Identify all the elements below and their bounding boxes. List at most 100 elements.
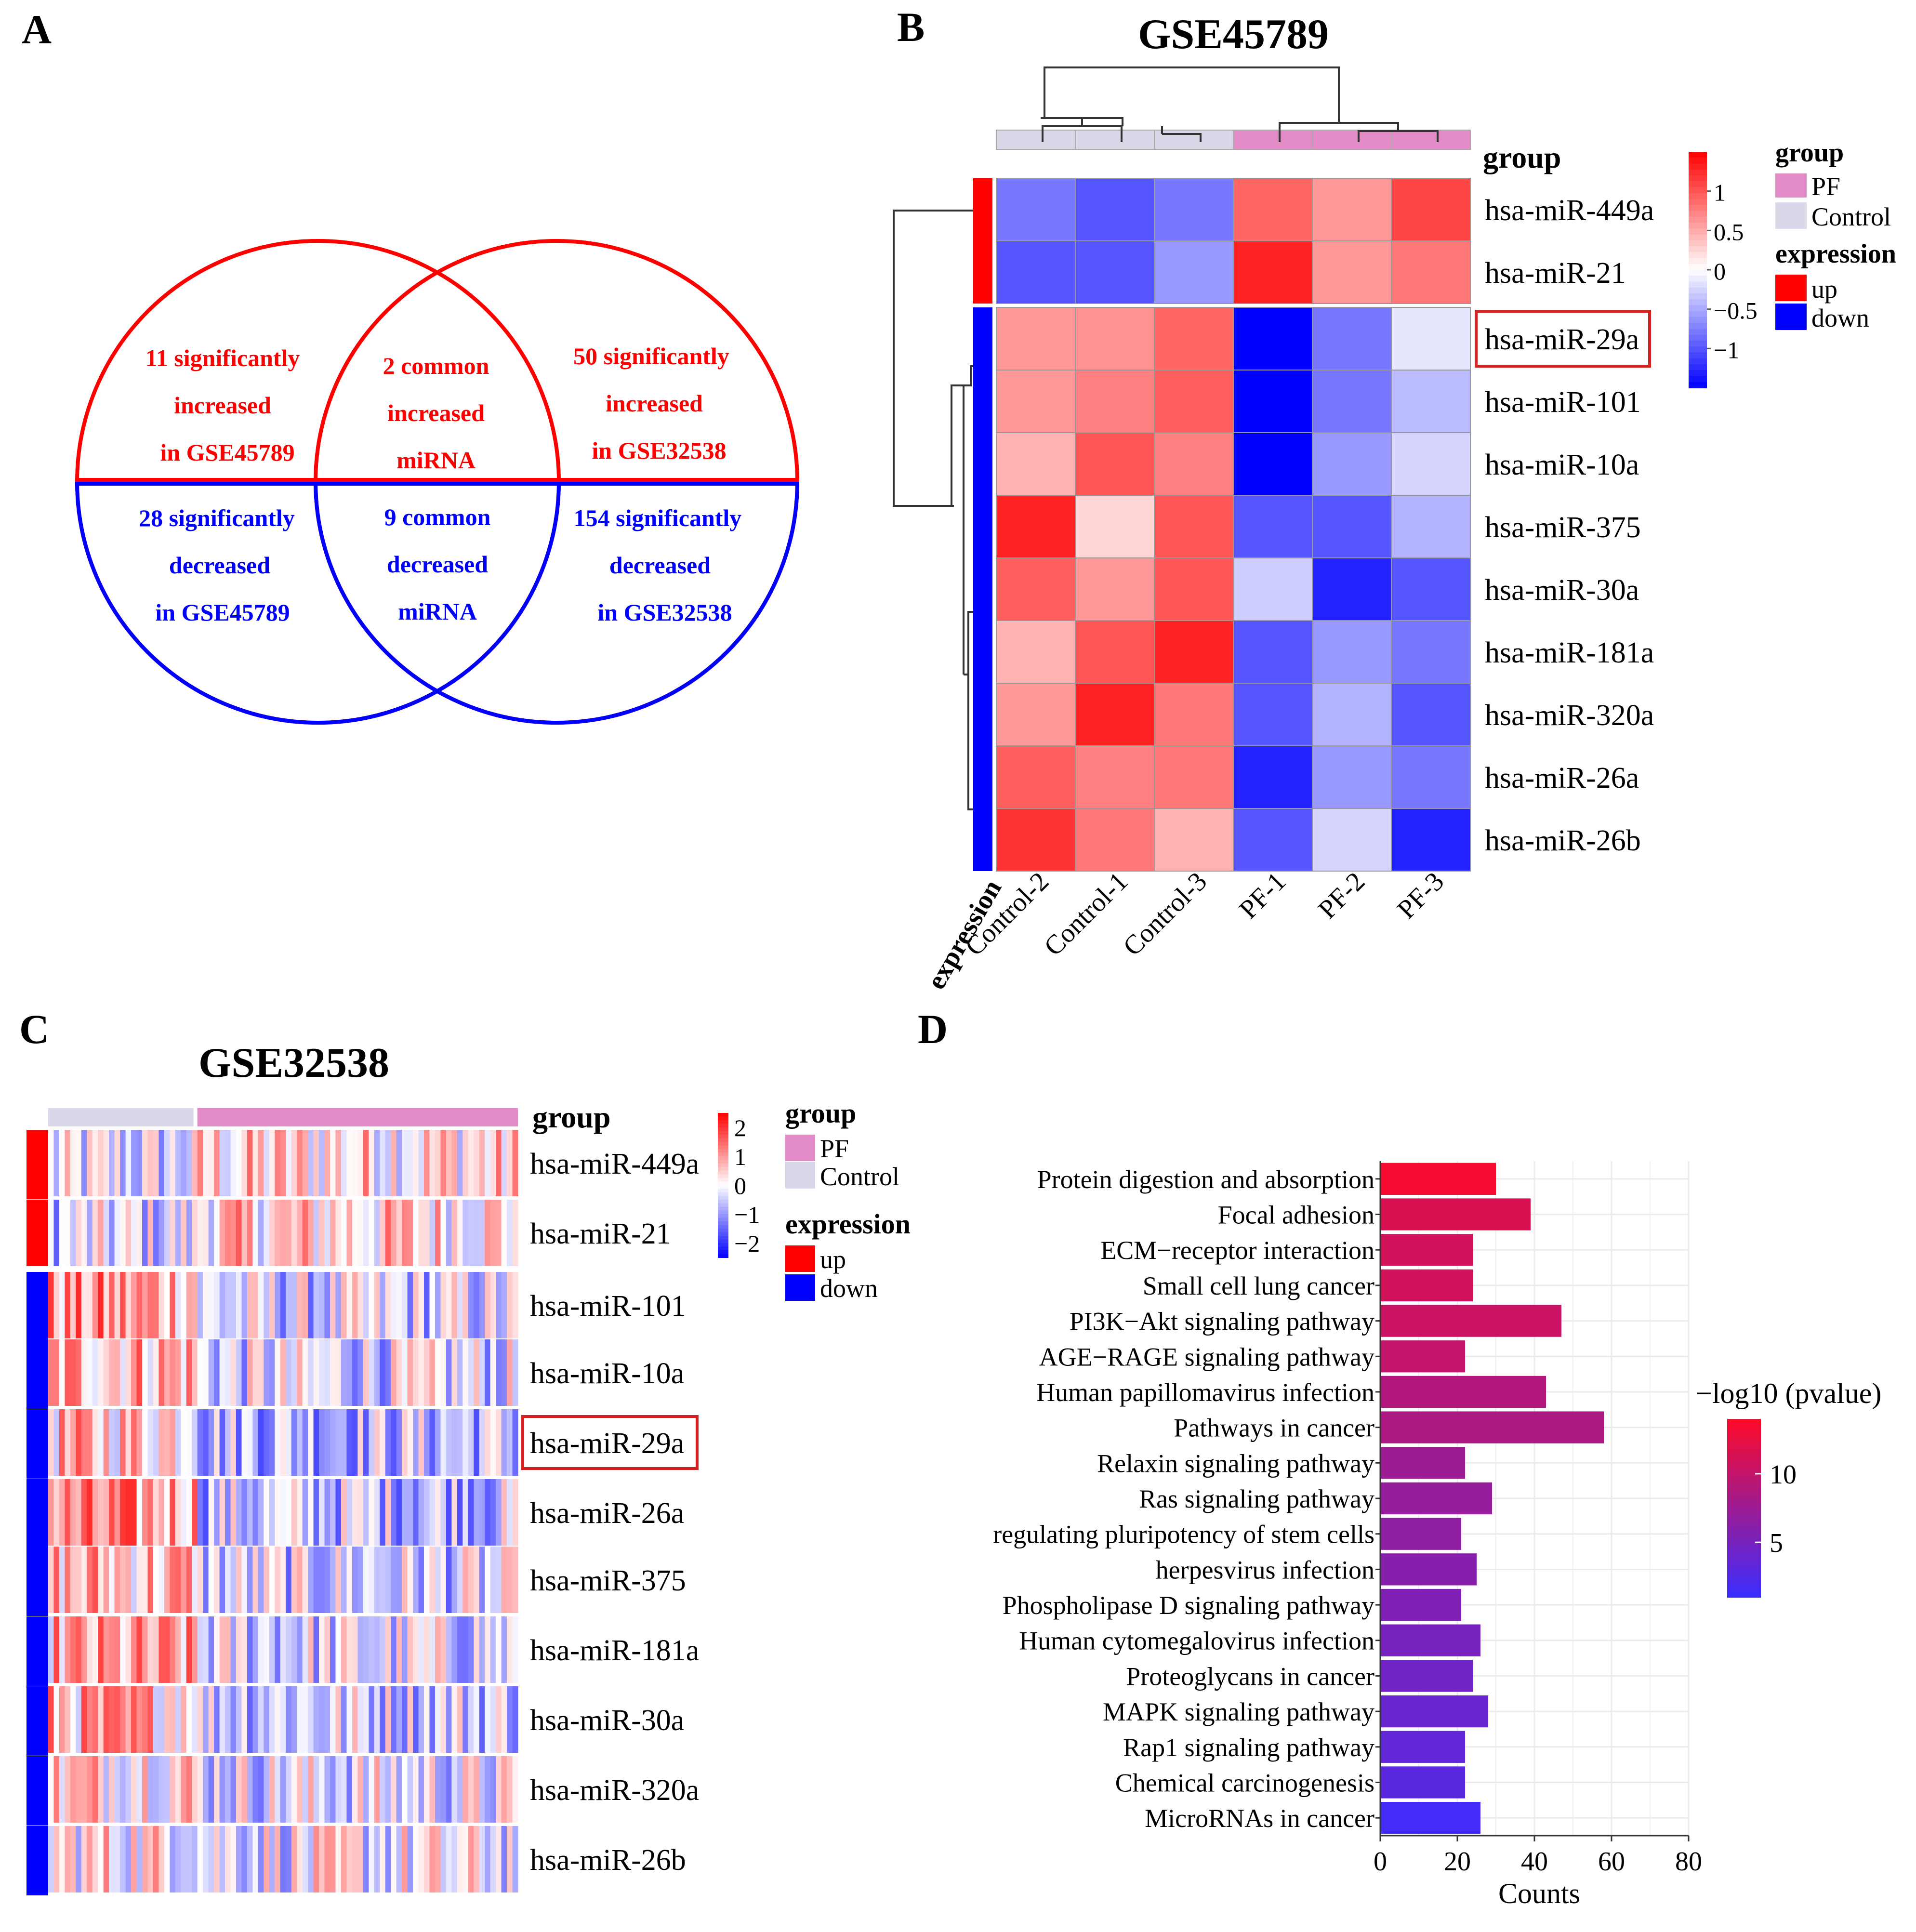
heatmap-cell xyxy=(247,1200,253,1266)
legend-group-title: group xyxy=(785,1098,856,1129)
legend-gradient-step xyxy=(1727,1517,1761,1522)
heatmap-cell xyxy=(446,1616,452,1683)
heatmap-cell xyxy=(147,1756,154,1823)
heatmap-cell xyxy=(109,1339,115,1406)
heatmap-cell xyxy=(385,1479,391,1546)
heatmap-cell xyxy=(330,1479,336,1546)
heatmap-cell xyxy=(424,1479,430,1546)
heatmap-cell xyxy=(136,1547,143,1613)
heatmap-cell xyxy=(335,1200,342,1266)
heatmap-cell xyxy=(330,1616,336,1683)
heatmap-cell xyxy=(352,1616,358,1683)
heatmap-cell xyxy=(407,1756,413,1823)
heatmap-cell xyxy=(147,1409,154,1476)
heatmap-cell xyxy=(297,1409,303,1476)
heatmap-cell xyxy=(324,1686,330,1753)
heatmap-cell xyxy=(269,1479,275,1546)
heatmap-cell xyxy=(374,1547,380,1613)
heatmap-cell xyxy=(346,1686,353,1753)
heatmap-cell xyxy=(125,1686,132,1753)
bar-category-label: MAPK signaling pathway xyxy=(1103,1697,1374,1726)
heatmap-cell xyxy=(462,1272,469,1338)
heatmap-cell xyxy=(424,1339,430,1406)
heatmap-cell xyxy=(302,1339,308,1406)
heatmap-cell xyxy=(286,1686,292,1753)
heatmap-cell xyxy=(462,1339,469,1406)
legend-gradient-step xyxy=(1689,376,1707,383)
heatmap-cell xyxy=(76,1272,82,1338)
heatmap-cell xyxy=(175,1826,181,1892)
heatmap-cell xyxy=(996,683,1076,746)
heatmap-cell xyxy=(258,1339,264,1406)
heatmap-cell xyxy=(507,1756,513,1823)
heatmap-cell xyxy=(186,1547,192,1613)
heatmap-cell xyxy=(65,1479,71,1546)
heatmap-cell xyxy=(446,1409,452,1476)
heatmap-cell xyxy=(120,1616,126,1683)
heatmap-cell xyxy=(136,1616,143,1683)
heatmap-cell xyxy=(457,1686,463,1753)
heatmap-cell xyxy=(485,1130,491,1196)
heatmap-cell xyxy=(164,1479,170,1546)
heatmap-cell xyxy=(413,1547,419,1613)
heatmap-cell xyxy=(380,1130,386,1196)
heatmap-cell xyxy=(374,1339,380,1406)
heatmap-cell xyxy=(181,1409,187,1476)
heatmap-cell xyxy=(203,1479,209,1546)
heatmap-cell xyxy=(385,1616,391,1683)
heatmap-cell xyxy=(479,1200,485,1266)
heatmap-cell xyxy=(258,1272,264,1338)
bar-category-label: Phospholipase D signaling pathway xyxy=(1003,1591,1374,1620)
panel-label-b: B xyxy=(897,4,925,50)
heatmap-cell xyxy=(363,1686,369,1753)
heatmap-cell xyxy=(1233,620,1313,684)
venn-text: decreased xyxy=(169,552,270,579)
heatmap-cell xyxy=(429,1547,436,1613)
heatmap-cell xyxy=(319,1616,325,1683)
heatmap-cell xyxy=(81,1479,87,1546)
heatmap-cell xyxy=(462,1409,469,1476)
heatmap-cell xyxy=(451,1339,458,1406)
legend-gradient-step xyxy=(1689,352,1707,359)
heatmap-cell xyxy=(385,1272,391,1338)
heatmap-cell xyxy=(474,1547,480,1613)
legend-tick-label: 1 xyxy=(1714,179,1726,206)
heatmap-cell xyxy=(407,1339,413,1406)
heatmap-cell xyxy=(153,1339,159,1406)
heatmap-cell xyxy=(236,1479,242,1546)
bar xyxy=(1380,1802,1480,1834)
heatmap-cell xyxy=(424,1272,430,1338)
heatmap-cell xyxy=(512,1272,518,1338)
heatmap-cell xyxy=(258,1200,264,1266)
heatmap-cell xyxy=(424,1200,430,1266)
heatmap-cell xyxy=(225,1547,231,1613)
heatmap-cell xyxy=(159,1616,165,1683)
heatmap-cell xyxy=(175,1200,181,1266)
heatmap-row-label: hsa-miR-101 xyxy=(530,1290,686,1323)
heatmap-cell xyxy=(319,1547,325,1613)
heatmap-cell xyxy=(87,1686,93,1753)
heatmap-cell xyxy=(352,1130,358,1196)
heatmap-cell xyxy=(308,1130,314,1196)
heatmap-cell xyxy=(103,1756,109,1823)
legend-gradient-step xyxy=(718,1236,728,1240)
heatmap-cell xyxy=(214,1409,220,1476)
heatmap-cell xyxy=(319,1686,325,1753)
heatmap-cell xyxy=(269,1130,275,1196)
heatmap-cell xyxy=(92,1200,98,1266)
heatmap-cell xyxy=(407,1130,413,1196)
heatmap-cell xyxy=(70,1756,76,1823)
venn-text: in GSE45789 xyxy=(160,439,294,466)
heatmap-cell xyxy=(280,1826,286,1892)
heatmap-cell xyxy=(120,1200,126,1266)
heatmap-cell xyxy=(369,1409,375,1476)
heatmap-cell xyxy=(507,1547,513,1613)
heatmap-cell xyxy=(76,1686,82,1753)
venn-text: 28 significantly xyxy=(139,504,295,531)
heatmap-cell xyxy=(391,1130,397,1196)
expression-annotation-cell xyxy=(26,1686,48,1756)
heatmap-cell xyxy=(136,1686,143,1753)
legend-down-swatch xyxy=(1775,304,1807,330)
heatmap-cell xyxy=(413,1130,419,1196)
heatmap-cell xyxy=(501,1200,507,1266)
